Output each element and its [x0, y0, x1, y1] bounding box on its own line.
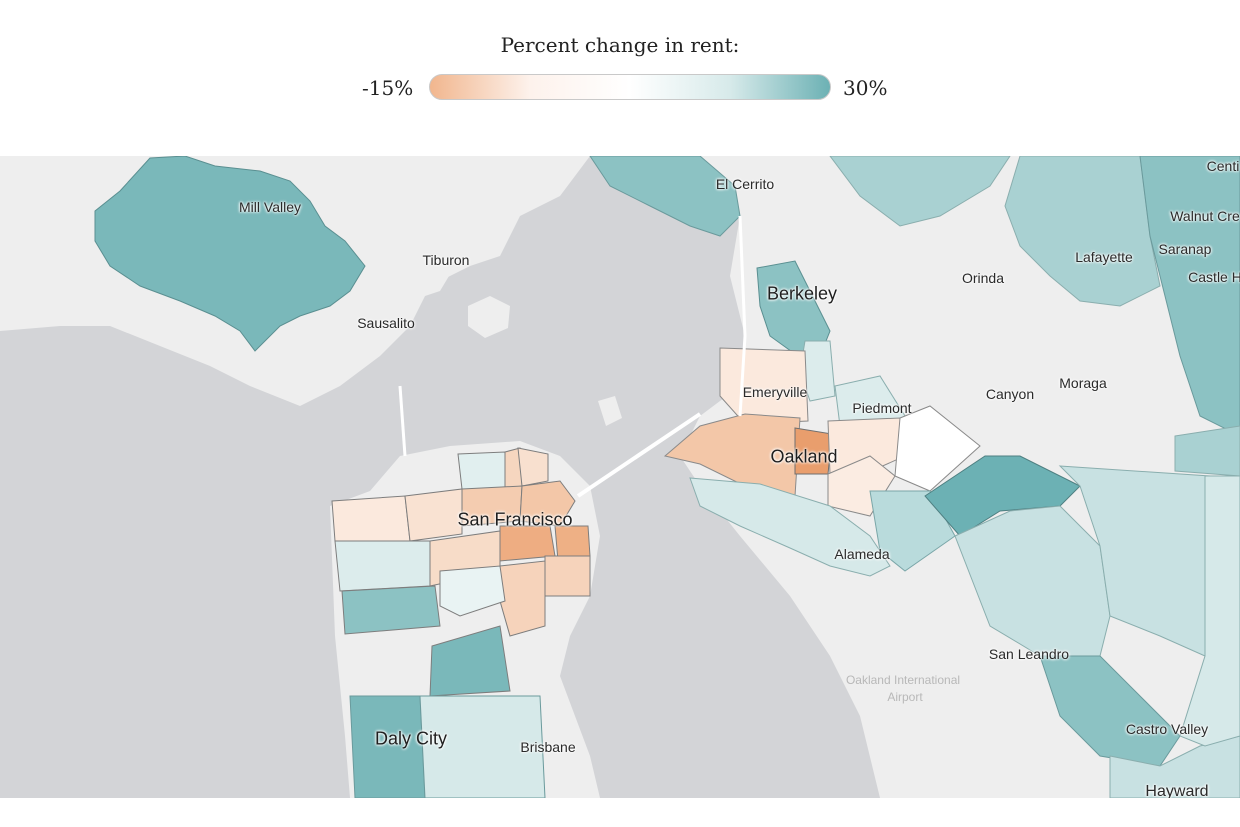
tiburon-land: [370, 246, 455, 301]
sf-region-downtown[interactable]: [519, 480, 576, 527]
label-canyon: Canyon: [985, 386, 1035, 402]
legend-gradient-bar: [429, 74, 831, 100]
region-san-leandro-bay[interactable]: [869, 490, 956, 572]
sf-region-bernal[interactable]: [544, 555, 591, 597]
road: [738, 215, 747, 417]
bay-bridge: [576, 412, 702, 498]
sf-region-presidio[interactable]: [457, 451, 506, 490]
sf-region-lake-merced[interactable]: [341, 585, 441, 635]
region-east-south[interactable]: [1179, 475, 1240, 747]
label-orinda: Orinda: [961, 270, 1005, 286]
label-san-leandro: San Leandro: [988, 646, 1070, 662]
sf-region-excelsior[interactable]: [499, 560, 546, 637]
label-berkeley: Berkeley: [766, 283, 838, 304]
label-walnut-creek: Walnut Cre: [1170, 208, 1240, 224]
label-centerville: Centi: [1206, 158, 1240, 174]
sf-neighborhoods[interactable]: [331, 447, 591, 697]
island: [468, 296, 510, 338]
sf-region-inner-richmond[interactable]: [404, 488, 463, 542]
region-alameda[interactable]: [689, 477, 891, 577]
legend-title: Percent change in rent:: [500, 33, 740, 57]
sf-region-sunset[interactable]: [334, 540, 431, 592]
region-walnut-creek[interactable]: [1139, 156, 1240, 437]
label-castle-hill: Castle H: [1188, 269, 1240, 285]
label-sausalito: Sausalito: [357, 315, 415, 331]
sf-region-visitacion[interactable]: [429, 625, 511, 697]
label-lafayette: Lafayette: [1075, 249, 1133, 265]
legend-min-label: -15%: [362, 76, 414, 100]
region-daly-city-east[interactable]: [419, 695, 546, 798]
label-alameda: Alameda: [834, 546, 890, 562]
label-oakland: Oakland: [770, 446, 838, 467]
label-tiburon: Tiburon: [422, 252, 470, 268]
label-moraga: Moraga: [1059, 375, 1107, 391]
label-saranap: Saranap: [1158, 241, 1212, 257]
region-castro-valley[interactable]: [1039, 655, 1181, 767]
label-san-francisco: San Francisco: [457, 509, 573, 530]
label-piedmont: Piedmont: [852, 400, 912, 416]
label-hayward: Hayward: [1145, 783, 1209, 798]
sf-region-richmond[interactable]: [331, 495, 411, 542]
region-east-edge[interactable]: [1174, 425, 1240, 477]
label-mill-valley: Mill Valley: [239, 199, 301, 215]
sf-region-ocean-view[interactable]: [439, 565, 506, 617]
island-small: [598, 396, 622, 426]
region-hayward[interactable]: [1109, 735, 1240, 798]
choropleth-map[interactable]: Mill Valley Tiburon Sausalito El Cerrito…: [0, 156, 1240, 798]
road: [398, 385, 407, 457]
label-el-cerrito: El Cerrito: [715, 176, 775, 192]
region-mill-valley[interactable]: [94, 156, 366, 352]
label-castro-valley: Castro Valley: [1125, 721, 1209, 737]
label-airport-line2: Airport: [887, 690, 923, 704]
map-canvas[interactable]: [0, 156, 1240, 798]
label-emeryville: Emeryville: [742, 384, 808, 400]
sf-region-north-beach[interactable]: [517, 447, 549, 487]
label-brisbane: Brisbane: [520, 739, 576, 755]
region-richmond[interactable]: [589, 156, 741, 237]
region-oakland-hills[interactable]: [894, 405, 981, 492]
region-daly-city[interactable]: [349, 695, 426, 798]
label-airport-line1: Oakland International: [845, 673, 961, 687]
label-daly-city: Daly City: [374, 728, 448, 749]
region-north-east[interactable]: [829, 156, 1011, 227]
legend: Percent change in rent: -15% 30%: [0, 0, 1240, 140]
legend-max-label: 30%: [843, 76, 888, 100]
